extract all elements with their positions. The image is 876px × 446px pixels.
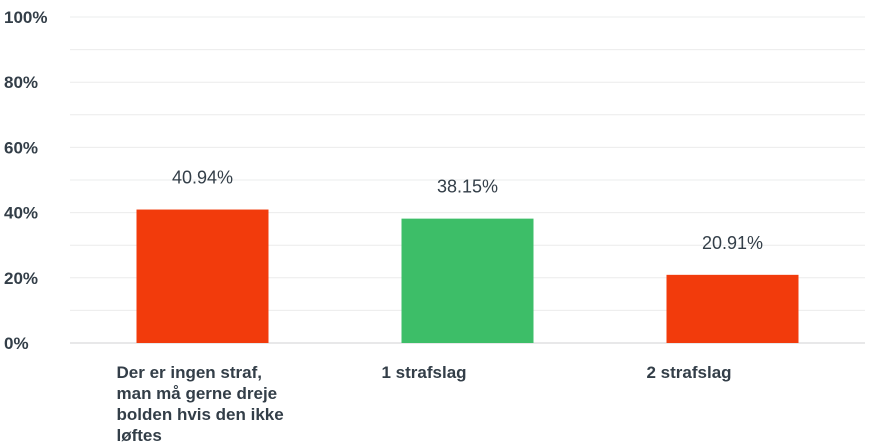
bar[interactable]	[667, 275, 799, 343]
data-label: 38.15%	[437, 177, 498, 197]
x-tick-label: 1 strafslag	[382, 362, 574, 383]
y-tick-label: 0%	[4, 334, 29, 353]
y-tick-label: 60%	[4, 138, 38, 157]
x-tick-label: Der er ingen straf, man må gerne dreje b…	[117, 362, 309, 446]
y-tick-label: 80%	[4, 73, 38, 92]
y-tick-label: 40%	[4, 204, 38, 223]
y-tick-label: 20%	[4, 269, 38, 288]
y-tick-label: 100%	[4, 8, 47, 27]
data-label: 40.94%	[172, 168, 233, 188]
bar[interactable]	[402, 219, 534, 343]
x-tick-label: 2 strafslag	[647, 362, 839, 383]
bars	[137, 210, 799, 343]
y-axis: 0% 20% 40% 60% 80% 100%	[4, 8, 47, 353]
bar[interactable]	[137, 210, 269, 343]
data-label: 20.91%	[702, 233, 763, 253]
